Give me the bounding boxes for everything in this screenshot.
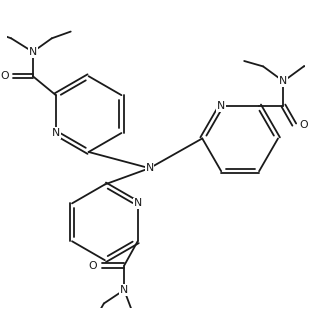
- Text: N: N: [29, 47, 37, 57]
- Text: N: N: [133, 198, 142, 209]
- Text: N: N: [52, 128, 60, 138]
- Text: N: N: [279, 76, 288, 86]
- Text: O: O: [0, 71, 9, 81]
- Text: N: N: [145, 163, 154, 173]
- Text: N: N: [217, 101, 225, 111]
- Text: N: N: [120, 285, 128, 295]
- Text: O: O: [299, 119, 308, 129]
- Text: O: O: [89, 260, 97, 271]
